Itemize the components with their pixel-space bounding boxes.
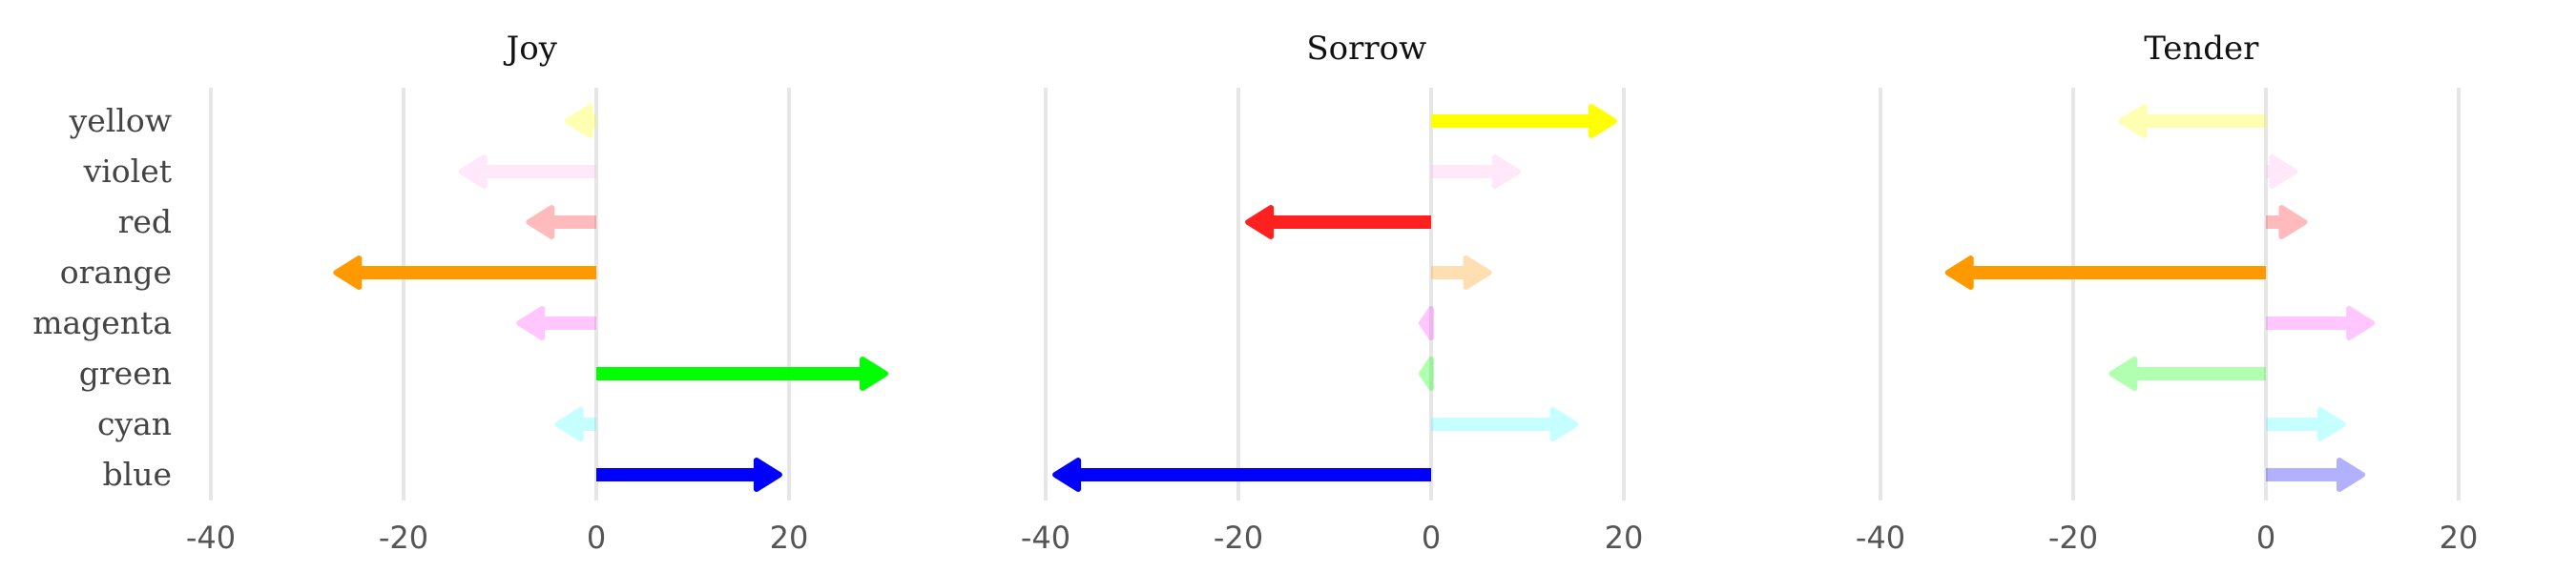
arrow-sorrow-cyan	[1431, 407, 1579, 441]
arrow-head	[1463, 255, 1492, 290]
tick-label-1-0: 0	[587, 520, 606, 556]
arrow-head	[753, 458, 782, 492]
arrow-tender-orange	[1944, 255, 2266, 290]
arrow-head	[860, 357, 888, 391]
arrow-head	[1588, 104, 1617, 138]
arrow-sorrow-violet	[1431, 154, 1521, 189]
arrow-head	[2118, 104, 2148, 138]
arrow-joy-magenta	[516, 306, 596, 340]
panel-title-2: Sorrow	[1306, 30, 1426, 68]
arrow-head	[1944, 255, 1974, 290]
tick-label-2--20: -20	[1214, 520, 1263, 556]
arrow-head	[2337, 458, 2365, 492]
arrow-joy-green	[596, 357, 888, 391]
arrow-head	[2316, 407, 2346, 441]
arrow-tender-green	[2109, 357, 2266, 391]
arrow-head	[526, 205, 555, 239]
arrow-tender-blue	[2266, 458, 2365, 492]
arrow-joy-cyan	[554, 407, 596, 441]
arrow-joy-yellow	[564, 104, 596, 138]
category-label-magenta: magenta	[32, 304, 172, 341]
tick-label-3-0: 0	[2256, 520, 2275, 556]
arrow-sorrow-blue	[1052, 458, 1431, 492]
arrow-joy-orange	[333, 255, 596, 290]
category-label-blue: blue	[103, 456, 172, 493]
tick-label-2--40: -40	[1021, 520, 1070, 556]
arrow-head	[2109, 357, 2138, 391]
arrow-head	[564, 104, 593, 138]
arrow-sorrow-magenta	[1418, 306, 1434, 340]
arrow-head	[554, 407, 584, 441]
arrow-head	[2278, 205, 2308, 239]
tick-label-2-0: 0	[1422, 520, 1441, 556]
arrow-tender-cyan	[2266, 407, 2346, 441]
arrow-head	[1052, 458, 1082, 492]
panel-title-1: Joy	[504, 30, 558, 68]
arrow-head	[2346, 306, 2376, 340]
panel-title-3: Tender	[2144, 30, 2259, 68]
arrow-sorrow-yellow	[1431, 104, 1617, 138]
tick-label-3-20: 20	[2440, 520, 2479, 556]
arrow-tender-yellow	[2118, 104, 2266, 138]
tick-label-1--20: -20	[379, 520, 428, 556]
arrow-tender-red	[2266, 205, 2308, 239]
category-label-yellow: yellow	[69, 102, 172, 139]
arrow-joy-blue	[596, 458, 782, 492]
arrow-sorrow-red	[1245, 205, 1431, 239]
arrow-head	[1418, 357, 1434, 391]
arrow-joy-red	[526, 205, 596, 239]
arrow-sorrow-orange	[1431, 255, 1492, 290]
arrow-head	[1245, 205, 1275, 239]
arrow-joy-violet	[458, 154, 596, 189]
arrow-head	[1491, 154, 1521, 189]
category-label-green: green	[79, 355, 172, 392]
arrow-head	[516, 306, 546, 340]
arrow-head	[333, 255, 363, 290]
arrow-head	[1549, 407, 1579, 441]
tick-label-3--40: -40	[1856, 520, 1905, 556]
category-label-cyan: cyan	[97, 405, 172, 442]
tick-label-1--40: -40	[186, 520, 236, 556]
arrow-tender-violet	[2266, 154, 2298, 189]
arrow-tender-magenta	[2266, 306, 2376, 340]
category-label-orange: orange	[60, 254, 172, 291]
arrow-sorrow-green	[1418, 357, 1434, 391]
category-label-red: red	[118, 203, 172, 240]
arrow-head	[458, 154, 488, 189]
tick-label-2-20: 20	[1605, 520, 1644, 556]
arrow-head	[2269, 154, 2298, 189]
tick-label-3--20: -20	[2048, 520, 2098, 556]
category-label-violet: violet	[83, 153, 172, 190]
tick-label-1-20: 20	[770, 520, 809, 556]
arrow-head	[1418, 306, 1434, 340]
